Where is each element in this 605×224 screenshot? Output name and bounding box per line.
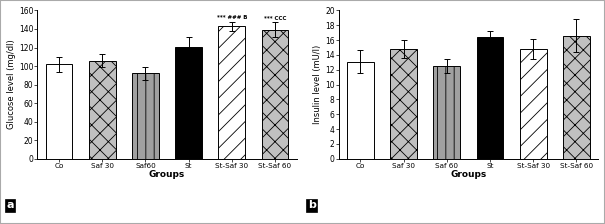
Text: a: a <box>6 200 14 210</box>
Bar <box>175 47 202 159</box>
Text: *** CCC: *** CCC <box>264 16 286 21</box>
Bar <box>132 73 159 159</box>
Bar <box>261 30 289 159</box>
Y-axis label: Glucose level (mg/dl): Glucose level (mg/dl) <box>7 40 16 129</box>
Bar <box>218 26 245 159</box>
Bar <box>347 62 374 159</box>
Text: *** ### B: *** ### B <box>217 15 247 20</box>
X-axis label: Groups: Groups <box>450 170 486 179</box>
X-axis label: Groups: Groups <box>149 170 185 179</box>
Bar <box>45 64 73 159</box>
Bar <box>89 60 116 159</box>
Bar <box>520 49 547 159</box>
Bar <box>563 36 590 159</box>
Bar <box>390 49 417 159</box>
Bar <box>433 66 460 159</box>
Text: b: b <box>308 200 316 210</box>
Y-axis label: Insulin level (mU/l): Insulin level (mU/l) <box>313 45 322 124</box>
Bar <box>477 37 503 159</box>
